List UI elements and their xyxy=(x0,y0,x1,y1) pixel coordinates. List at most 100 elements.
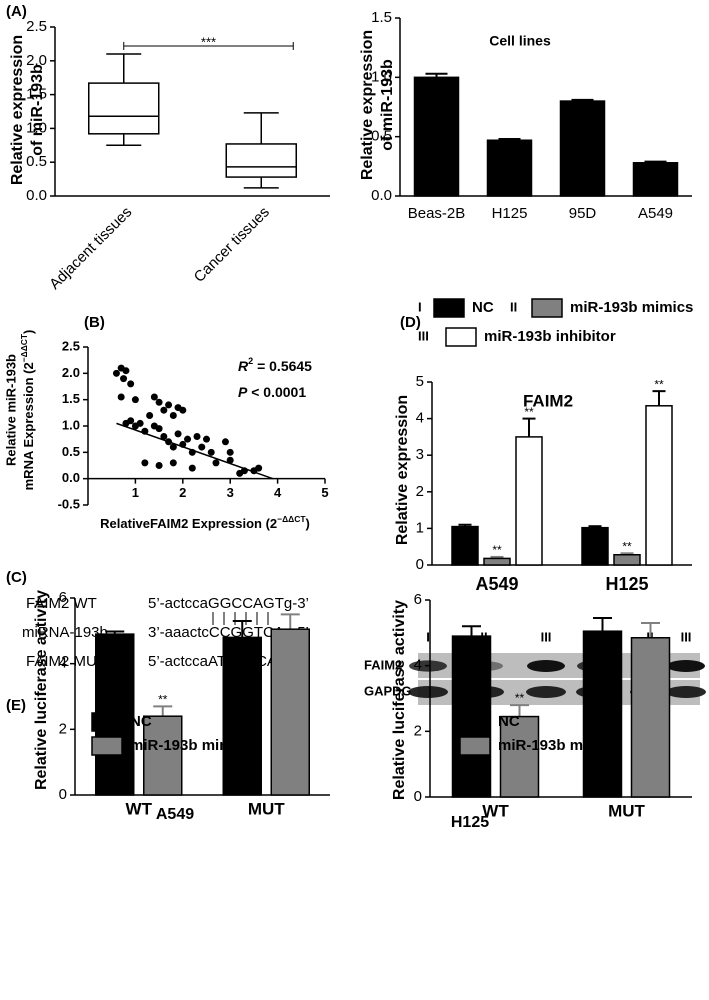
text-part: < 0.0001 xyxy=(247,384,306,400)
x-tick-label: MUT xyxy=(608,801,645,820)
x-tick-label: MUT xyxy=(248,799,285,818)
y-tick-label: 2 xyxy=(59,720,67,737)
y-tick-label: 2 xyxy=(416,483,424,500)
text-part: 2 xyxy=(248,356,253,366)
point xyxy=(122,367,130,375)
point xyxy=(221,438,229,446)
annotation: R2 = 0.5645 xyxy=(238,356,312,373)
x-tick-label: 2 xyxy=(179,485,186,500)
legend-swatch xyxy=(91,736,123,756)
y-tick-label: 0 xyxy=(59,786,67,803)
point xyxy=(226,448,234,456)
y-axis-label: Relative expression xyxy=(359,30,376,180)
sequence-label: FAIM2 MUT xyxy=(26,653,106,670)
bar xyxy=(632,162,679,197)
bar xyxy=(515,436,543,566)
point xyxy=(131,396,139,404)
lane-label: III xyxy=(681,629,692,644)
text-part: P xyxy=(238,384,248,400)
point xyxy=(165,401,173,409)
point xyxy=(184,435,192,443)
y-axis-label: Relative miR-193b xyxy=(3,354,18,466)
x-tick-label: A549 xyxy=(475,574,518,594)
y-tick-label: 6 xyxy=(414,591,422,608)
x-tick-label: 3 xyxy=(227,485,234,500)
legend-label: NC xyxy=(498,713,520,730)
bar xyxy=(582,630,623,798)
y-tick-label: 1 xyxy=(416,519,424,536)
lane-label: I xyxy=(426,629,430,644)
point xyxy=(255,464,263,472)
text-part: mRNA Expression (2 xyxy=(21,362,36,490)
legend-numeral: I xyxy=(418,299,422,314)
panel-label: (E) xyxy=(6,697,26,714)
band xyxy=(527,660,565,672)
y-tick-label: 2.0 xyxy=(62,365,80,380)
x-axis-label: H125 xyxy=(451,814,489,831)
y-tick-label: 0.5 xyxy=(26,153,47,170)
significance: *** xyxy=(201,34,216,49)
y-tick-label: 1.5 xyxy=(26,86,47,103)
y-tick-label: 0.0 xyxy=(26,187,47,204)
y-axis-label: Relative luciferase activity xyxy=(391,600,408,800)
text-part: ) xyxy=(305,516,309,531)
bar xyxy=(270,628,310,796)
fit-line xyxy=(116,422,274,480)
blot-row-label: FAIM2 xyxy=(364,657,402,672)
legend-label: NC xyxy=(472,299,494,316)
y-tick-label: 4 xyxy=(416,410,424,427)
box xyxy=(225,143,297,178)
legend-swatch xyxy=(445,327,477,347)
y-axis-label: of miR-193b xyxy=(379,59,396,151)
x-tick-label: A549 xyxy=(638,205,673,222)
text-part: −ΔΔCT xyxy=(277,514,306,524)
x-axis-label: RelativeFAIM2 Expression (2−ΔΔCT) xyxy=(100,514,310,531)
significance: ** xyxy=(524,405,534,419)
text-part: ) xyxy=(21,330,36,334)
significance: ** xyxy=(158,693,168,707)
bar xyxy=(559,100,606,197)
bar xyxy=(499,715,540,798)
panel-label: (A) xyxy=(6,3,27,20)
x-tick-label: WT xyxy=(126,799,153,818)
point xyxy=(179,406,187,414)
significance: ** xyxy=(515,691,525,705)
base-pairing xyxy=(212,612,269,625)
y-tick-label: 1.0 xyxy=(62,417,80,432)
legend-label: miR-193b mimics xyxy=(498,737,621,754)
legend-swatch xyxy=(459,736,491,756)
y-tick-label: 5 xyxy=(416,373,424,390)
bar xyxy=(143,715,183,796)
y-tick-label: 0.0 xyxy=(62,470,80,485)
point xyxy=(155,462,163,469)
band xyxy=(666,686,706,698)
point xyxy=(207,448,215,456)
legend-swatch xyxy=(531,298,563,318)
point xyxy=(112,369,120,377)
point xyxy=(174,430,182,438)
box xyxy=(88,82,160,135)
point xyxy=(169,443,177,451)
y-tick-label: 1.5 xyxy=(371,9,392,26)
y-tick-label: 3 xyxy=(416,446,424,463)
text-part: R xyxy=(238,358,249,374)
y-tick-label: 0 xyxy=(416,556,424,573)
bar xyxy=(613,554,641,566)
bar xyxy=(581,526,609,566)
legend-swatch xyxy=(91,712,123,732)
sequence: 3’-aaactcCCGGTCAa-5’ xyxy=(148,624,309,641)
text-part: −ΔΔCT xyxy=(19,333,29,362)
y-tick-label: 0.5 xyxy=(62,444,80,459)
point xyxy=(169,459,177,467)
significance: ** xyxy=(654,377,664,391)
x-tick-label: WT xyxy=(482,801,509,820)
sequence-label: FAIM2 WT xyxy=(26,595,97,612)
y-tick-label: 2.5 xyxy=(26,18,47,35)
band xyxy=(408,686,448,698)
point xyxy=(198,443,206,451)
x-tick-label: Beas-2B xyxy=(408,205,466,222)
point xyxy=(188,464,196,472)
y-tick-label: 6 xyxy=(59,589,67,606)
point xyxy=(127,380,135,388)
